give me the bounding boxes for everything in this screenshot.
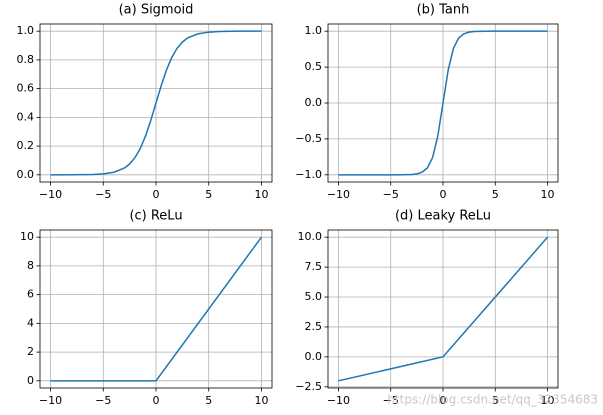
x-tick-label: −10: [327, 188, 350, 201]
x-tick-label: −5: [95, 188, 111, 201]
y-tick-label: 0.5: [305, 60, 323, 73]
y-tick-label: 0: [27, 374, 34, 387]
x-tick-label: 10: [541, 394, 555, 407]
x-tick-label: −10: [39, 188, 62, 201]
axes-frame: [327, 229, 559, 389]
x-tick-label: −5: [383, 394, 399, 407]
y-tick-label: 0.0: [305, 96, 323, 109]
x-tick-label: 0: [440, 394, 447, 407]
data-line: [338, 30, 548, 176]
y-tick-label: −1.0: [295, 168, 322, 181]
y-tick-label: 4: [27, 316, 34, 329]
y-tick-label: 10: [20, 230, 34, 243]
x-tick-label: 10: [254, 394, 268, 407]
y-tick-label: −0.5: [295, 132, 322, 145]
x-tick-label: 0: [153, 188, 160, 201]
watermark: https://blog.csdn.net/qq_32354683: [387, 393, 598, 407]
y-tick-label: 1.0: [17, 24, 35, 37]
y-tick-label: 0.4: [17, 110, 35, 123]
y-tick-label: 7.5: [305, 260, 323, 273]
x-tick-label: 0: [440, 188, 447, 201]
axes-frame: [39, 229, 273, 389]
data-line: [50, 236, 263, 382]
data-line: [50, 30, 262, 176]
x-tick-label: −5: [95, 394, 111, 407]
y-tick-label: 10.0: [298, 230, 323, 243]
y-tick-label: 0.8: [17, 53, 35, 66]
chart-title: (a) Sigmoid: [119, 3, 194, 18]
chart-title: (d) Leaky ReLu: [395, 209, 491, 224]
y-tick-label: 6: [27, 288, 34, 301]
y-tick-label: 2.5: [305, 320, 323, 333]
x-tick-label: 0: [153, 394, 160, 407]
chart-title: (c) ReLu: [129, 209, 182, 224]
x-tick-label: 5: [205, 188, 212, 201]
y-tick-label: 0.6: [17, 82, 35, 95]
x-tick-label: −5: [383, 188, 399, 201]
chart-title: (b) Tanh: [417, 3, 470, 18]
x-tick-label: 10: [541, 188, 555, 201]
x-tick-label: −10: [39, 394, 62, 407]
y-tick-label: 1.0: [305, 24, 323, 37]
y-tick-label: −2.5: [295, 380, 322, 393]
axes-frame: [327, 23, 559, 183]
x-tick-label: 5: [492, 188, 499, 201]
y-tick-label: 0.0: [17, 168, 35, 181]
data-line: [338, 236, 549, 382]
y-tick-label: 8: [27, 259, 34, 272]
y-tick-label: 5.0: [305, 290, 323, 303]
x-tick-label: 5: [205, 394, 212, 407]
y-tick-label: 2: [27, 345, 34, 358]
x-tick-label: 5: [492, 394, 499, 407]
x-tick-label: −10: [327, 394, 350, 407]
y-tick-label: 0.2: [17, 139, 35, 152]
axes-frame: [39, 23, 273, 183]
x-tick-label: 10: [254, 188, 268, 201]
y-tick-label: 0.0: [305, 350, 323, 363]
